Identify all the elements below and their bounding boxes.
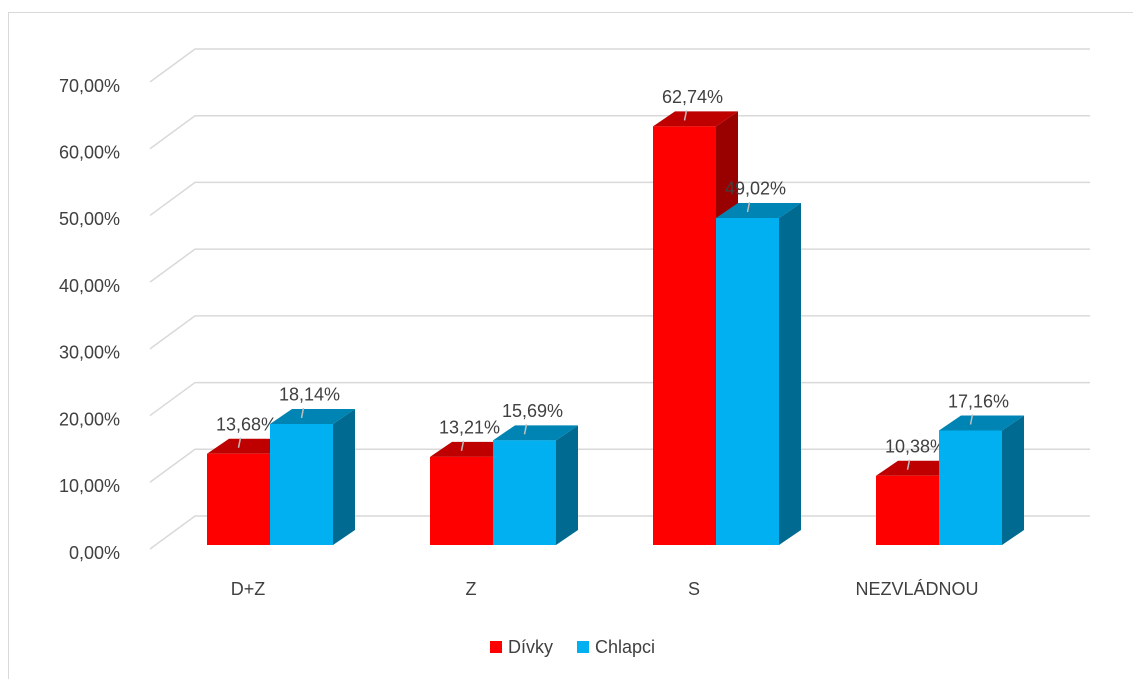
leader-line [746, 201, 751, 213]
bar-front [207, 453, 270, 545]
bar-side [556, 425, 578, 545]
y-tick-label: 10,00% [59, 476, 120, 496]
data-label: 62,74% [662, 87, 723, 107]
bar-front [493, 440, 556, 545]
y-tick-label: 0,00% [69, 543, 120, 563]
bar [270, 408, 355, 545]
bar-side [1002, 415, 1024, 545]
grid-line [149, 315, 1090, 350]
grid-line [149, 181, 1090, 217]
legend-label: Chlapci [595, 637, 655, 657]
bar-front [653, 126, 716, 545]
bar-top [493, 425, 578, 441]
bar-top [939, 415, 1024, 431]
leader-line [969, 414, 974, 425]
bar-front [939, 430, 1002, 545]
data-label: 17,16% [948, 391, 1009, 411]
leader-line [523, 424, 528, 435]
bar-front [270, 423, 333, 545]
y-tick-label: 20,00% [59, 409, 120, 429]
x-tick-label: S [688, 579, 700, 599]
x-tick-label: D+Z [231, 579, 266, 599]
x-tick-label: NEZVLÁDNOU [855, 579, 978, 599]
leader-line [460, 440, 465, 452]
legend-swatch [490, 641, 502, 653]
grid-line [149, 114, 1090, 150]
data-label: 49,02% [725, 179, 786, 199]
y-tick-label: 30,00% [59, 343, 120, 363]
data-label: 10,38% [885, 437, 946, 457]
bar-front [876, 475, 939, 545]
bar-front [430, 456, 493, 545]
data-label: 15,69% [502, 401, 563, 421]
bar [493, 425, 578, 545]
bar-front [716, 217, 779, 546]
grid-line [149, 48, 1090, 83]
grid-line [149, 248, 1090, 283]
y-tick-label: 40,00% [59, 276, 120, 296]
data-label: 13,21% [439, 418, 500, 438]
leader-line [300, 407, 305, 419]
bar [716, 202, 801, 546]
leader-line [237, 437, 242, 448]
x-tick-label: Z [466, 579, 477, 599]
data-label: 18,14% [279, 385, 340, 405]
y-tick-label: 70,00% [59, 76, 120, 96]
leader-line [906, 459, 911, 470]
legend-swatch [577, 641, 589, 653]
bar [939, 415, 1024, 545]
y-tick-label: 50,00% [59, 209, 120, 229]
chart-border [8, 12, 1133, 679]
bar-side [779, 202, 801, 546]
bar-side [333, 408, 355, 545]
leader-line [683, 110, 688, 121]
y-tick-label: 60,00% [59, 142, 120, 162]
data-label: 13,68% [216, 414, 277, 434]
legend-label: Dívky [508, 637, 553, 657]
bar-top [270, 408, 355, 424]
bar-top [653, 111, 738, 127]
bar-top [716, 202, 801, 218]
